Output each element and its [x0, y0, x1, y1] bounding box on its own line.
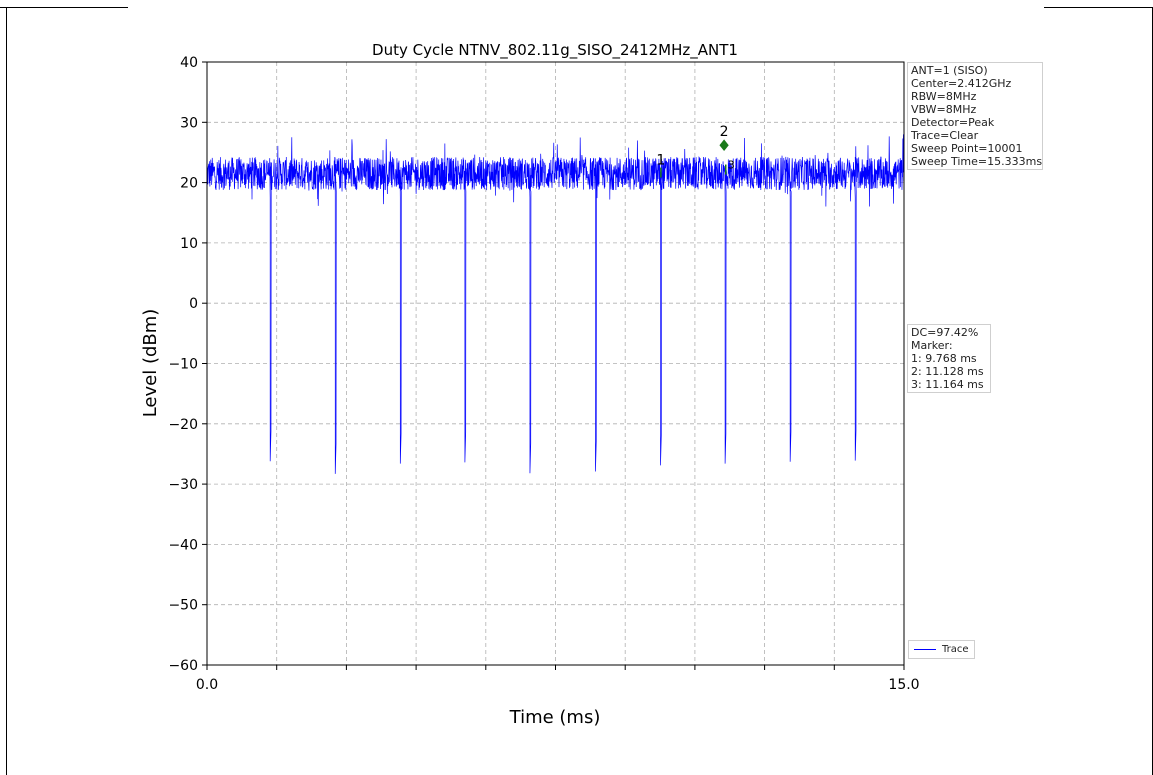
- x-axis-label: Time (ms): [509, 707, 601, 728]
- x-tick-label: 15.0: [888, 677, 919, 693]
- frame-top-right-line: [1044, 7, 1153, 8]
- trace-series-line: [206, 134, 905, 474]
- info-antenna: ANT=1 (SISO): [911, 64, 988, 77]
- y-tick-label: 20: [180, 176, 198, 192]
- marker-layer: 1 2 3: [656, 124, 735, 178]
- info-rbw: RBW=8MHz: [911, 90, 977, 103]
- tick-layer: 0.0 15.0 40 30 20 10 0 −10 −20 −30 −40 −50 −60: [168, 55, 919, 693]
- dc-value: DC=97.42%: [911, 326, 979, 339]
- y-axis-label: Level (dBm): [140, 309, 161, 418]
- y-tick-label: −60: [168, 658, 198, 674]
- y-tick-label: 0: [189, 296, 198, 312]
- x-tick-label: 0.0: [196, 677, 218, 693]
- chart-legend: Trace: [908, 640, 975, 659]
- info-trace: Trace=Clear: [911, 129, 979, 142]
- dc-marker-2: 2: 11.128 ms: [911, 365, 984, 378]
- marker-2-label: 2: [720, 124, 729, 140]
- frame-top-left-line: [0, 7, 128, 8]
- info-sweep-time: Sweep Time=15.333ms: [911, 155, 1043, 168]
- legend-swatch-trace: [914, 649, 936, 650]
- info-center: Center=2.412GHz: [911, 77, 1012, 90]
- y-tick-label: −20: [168, 417, 198, 433]
- marker-3-label: 3: [728, 159, 735, 172]
- dc-marker-3: 3: 11.164 ms: [911, 378, 984, 391]
- dc-marker-1: 1: 9.768 ms: [911, 352, 977, 365]
- y-tick-label: −50: [168, 598, 198, 614]
- y-tick-label: −10: [168, 357, 198, 373]
- marker-1-label: 1: [656, 153, 665, 169]
- marker-2-point: [719, 139, 729, 152]
- duty-cycle-box: DC=97.42% Marker: 1: 9.768 ms 2: 11.128 …: [907, 324, 991, 393]
- info-vbw: VBW=8MHz: [911, 103, 977, 116]
- measurement-info-box: ANT=1 (SISO) Center=2.412GHz RBW=8MHz VB…: [907, 62, 1043, 170]
- dc-marker-header: Marker:: [911, 339, 953, 352]
- y-tick-label: −40: [168, 537, 198, 553]
- frame-left-line: [6, 7, 7, 775]
- y-tick-label: 30: [180, 115, 198, 131]
- y-tick-label: 40: [180, 55, 198, 71]
- y-tick-label: −30: [168, 477, 198, 493]
- info-detector: Detector=Peak: [911, 116, 995, 129]
- trace-layer: [206, 134, 905, 474]
- legend-label-trace: Trace: [942, 644, 969, 655]
- info-sweep-point: Sweep Point=10001: [911, 142, 1023, 155]
- grid-layer: [207, 62, 904, 665]
- y-tick-label: 10: [180, 236, 198, 252]
- chart-title: Duty Cycle NTNV_802.11g_SISO_2412MHz_ANT…: [372, 41, 738, 60]
